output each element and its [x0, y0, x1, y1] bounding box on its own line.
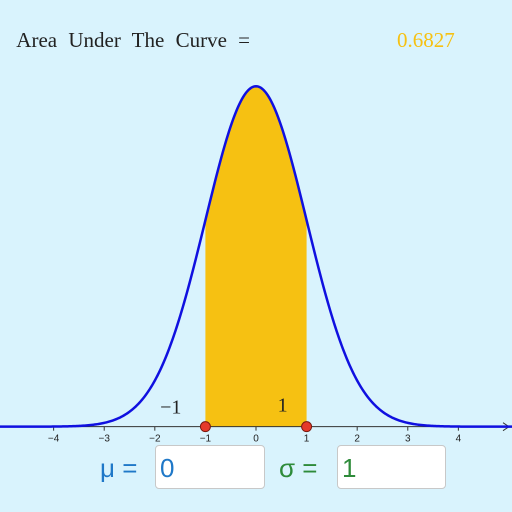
lower-point [199, 421, 211, 433]
title: Area Under The Curve = [16, 28, 250, 52]
x-tick-label: −3 [99, 434, 111, 445]
x-tick-label: 4 [456, 434, 462, 445]
area-value: 0.6827 [397, 28, 455, 52]
x-tick-label: 3 [405, 434, 411, 445]
x-tick-label: 2 [354, 434, 360, 445]
mu-label: μ = [100, 453, 138, 483]
x-tick-label: 0 [253, 434, 259, 445]
area-region [205, 86, 307, 427]
upper-point [301, 421, 313, 433]
density-curve [0, 84, 512, 428]
x-tick-label: −4 [48, 434, 60, 445]
mu-input[interactable]: 0 [155, 445, 265, 489]
lower-label: −1 [160, 397, 181, 419]
upper-label: 1 [278, 395, 288, 417]
x-tick-label: 1 [304, 434, 310, 445]
sigma-label: σ = [279, 453, 318, 483]
x-tick-label: −1 [200, 434, 212, 445]
x-tick-label: −2 [149, 434, 161, 445]
sigma-input[interactable]: 1 [337, 445, 446, 489]
